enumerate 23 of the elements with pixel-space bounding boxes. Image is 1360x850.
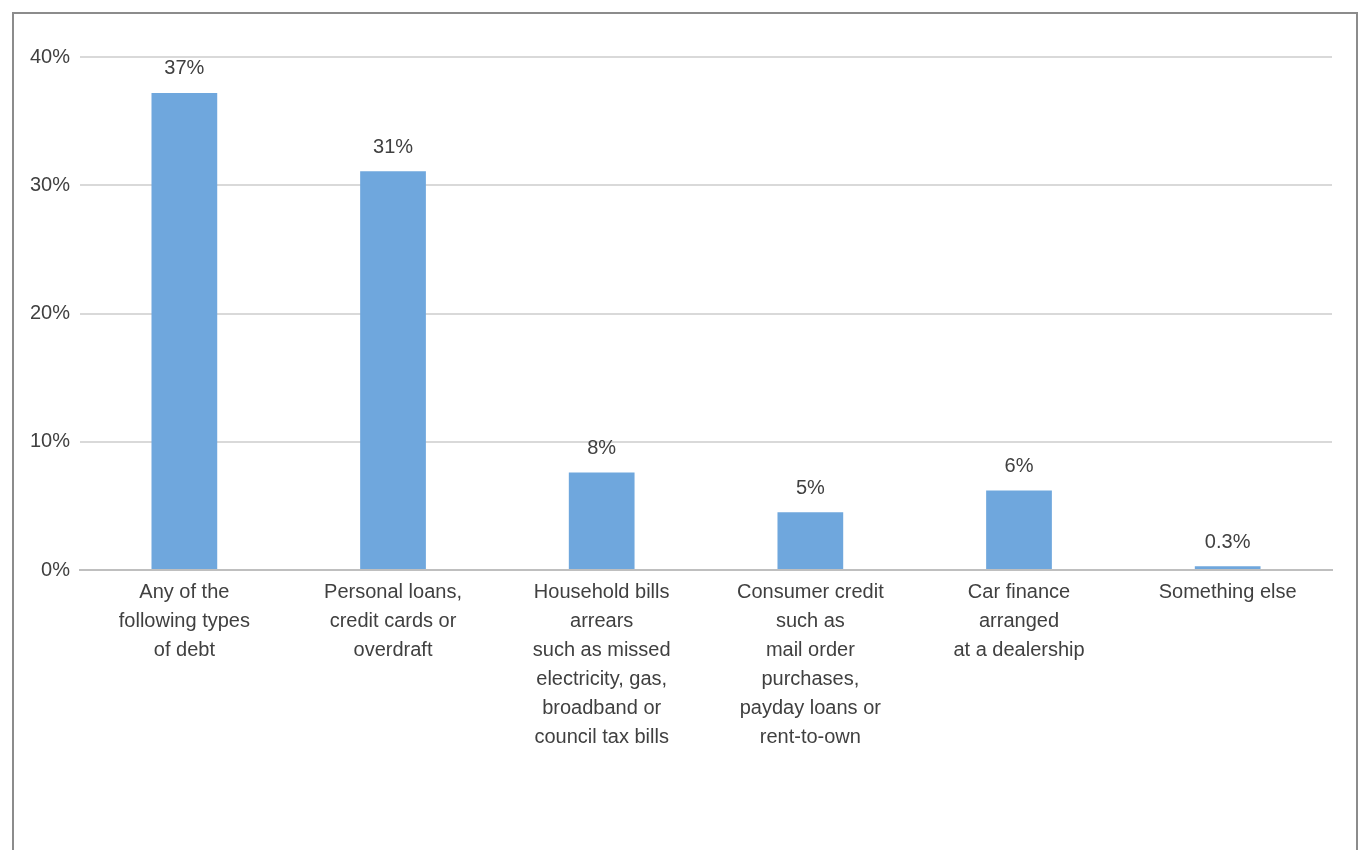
data-label: 8% (587, 436, 617, 459)
y-tick-label: 10% (30, 429, 71, 452)
bar (777, 512, 844, 569)
data-label: 37% (164, 56, 205, 79)
y-tick-label: 0% (41, 557, 71, 580)
data-label: 6% (1004, 454, 1034, 476)
y-tick-label: 40% (30, 44, 71, 67)
data-label: 31% (373, 134, 414, 157)
data-label: 5% (795, 475, 826, 498)
x-tick-label: Any of the following types of debt (118, 580, 250, 661)
bar (568, 472, 635, 569)
y-tick-label: 20% (30, 301, 71, 324)
bar (151, 92, 218, 569)
bar (1194, 566, 1261, 569)
x-tick-label: Car finance arranged at a dealership (953, 580, 1085, 661)
x-tick-label: Household bills arrears such as missed electricity, gas, broadband or council tax bills (532, 580, 671, 748)
x-tick-label: Consumer credit such as mail order purchases, payday loans or rent-to-own (736, 580, 885, 748)
x-tick-label: Something else (1158, 580, 1297, 603)
y-tick-label: 30% (30, 172, 71, 195)
data-label: 0.3% (1204, 529, 1251, 552)
x-tick-label: Personal loans, credit cards or overdraft (324, 580, 462, 661)
bar (986, 490, 1052, 569)
bar (360, 171, 426, 569)
